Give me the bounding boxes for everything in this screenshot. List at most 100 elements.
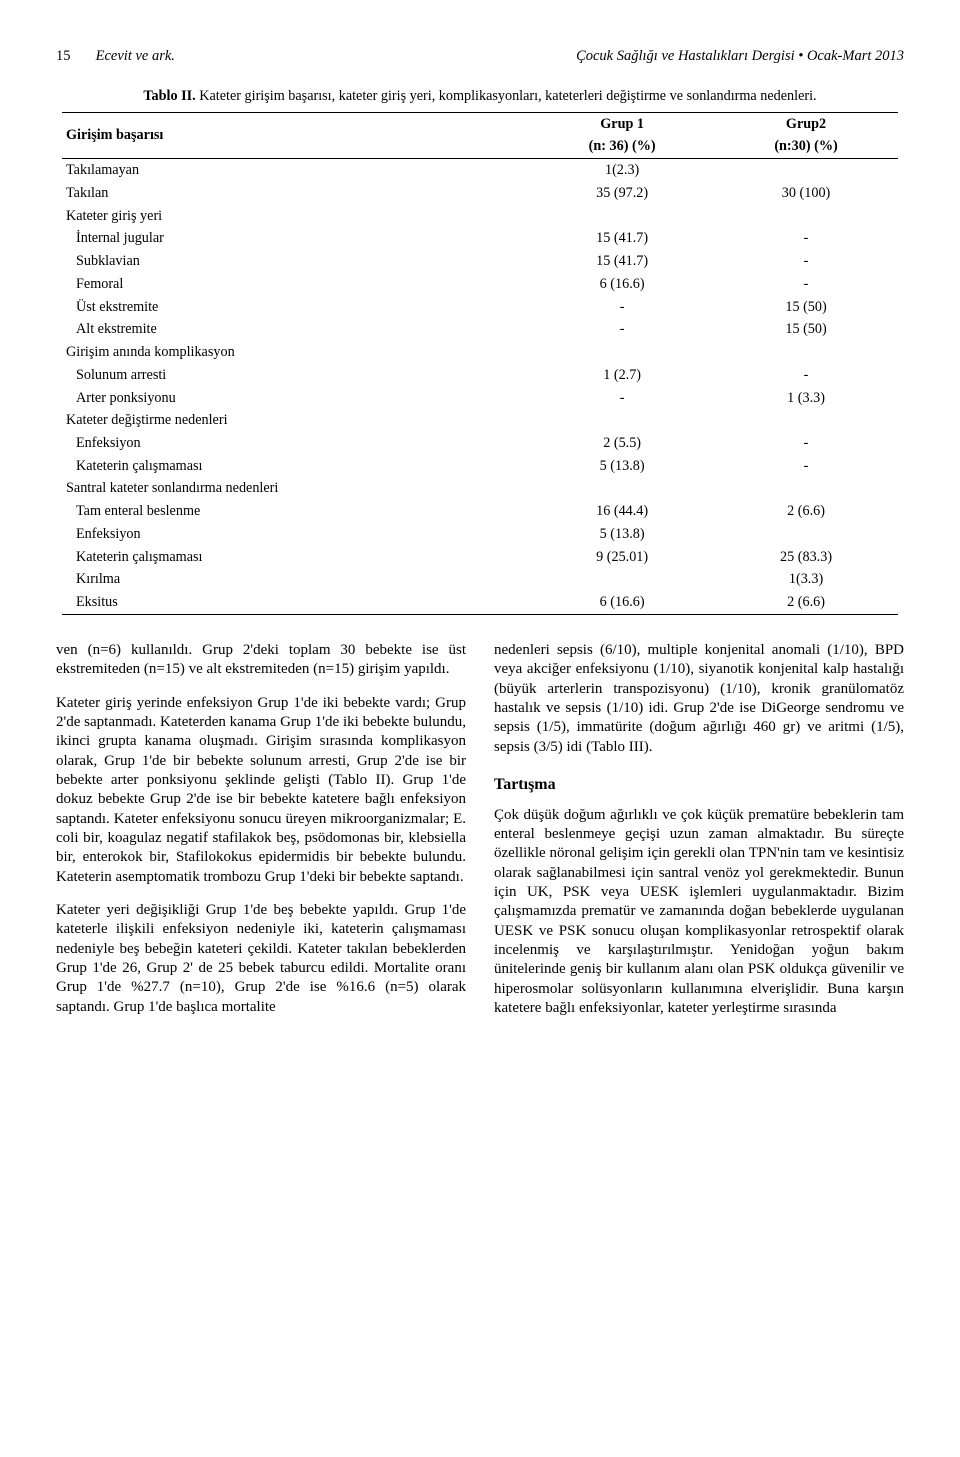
table-ii-g1-subhead: (n: 36) (%) — [530, 135, 714, 158]
table-ii-head: Girişim başarısı Grup 1 Grup2 (n: 36) (%… — [62, 112, 898, 158]
table-ii-g1-head: Grup 1 — [530, 112, 714, 135]
table-cell-g2: 2 (6.6) — [714, 591, 898, 614]
table-row: Takılamayan1(2.3) — [62, 159, 898, 182]
table-cell-g2 — [714, 477, 898, 500]
table-row: Takılan35 (97.2)30 (100) — [62, 182, 898, 205]
running-head-authors: Ecevit ve ark. — [96, 48, 175, 64]
table-cell-label: Kateterin çalışmaması — [62, 546, 530, 569]
table-row: Eksitus6 (16.6)2 (6.6) — [62, 591, 898, 614]
table-cell-g1: 1 (2.7) — [530, 364, 714, 387]
table-row: Solunum arresti1 (2.7)- — [62, 364, 898, 387]
table-cell-g2: 25 (83.3) — [714, 546, 898, 569]
table-cell-g2: 15 (50) — [714, 296, 898, 319]
table-cell-g2 — [714, 205, 898, 228]
table-cell-g2: 30 (100) — [714, 182, 898, 205]
table-cell-g2: - — [714, 227, 898, 250]
table-cell-g1: 15 (41.7) — [530, 227, 714, 250]
body-p3: Kateter yeri değişikliği Grup 1'de beş b… — [56, 901, 466, 1017]
table-cell-g2 — [714, 159, 898, 182]
table-cell-label: İnternal jugular — [62, 227, 530, 250]
table-row: Santral kateter sonlandırma nedenleri — [62, 477, 898, 500]
table-ii-rowlabel-header: Girişim başarısı — [62, 112, 530, 158]
table-cell-label: Subklavian — [62, 250, 530, 273]
table-row: Tam enteral beslenme16 (44.4)2 (6.6) — [62, 500, 898, 523]
body-p5: Çok düşük doğum ağırlıklı ve çok küçük p… — [494, 806, 904, 1019]
table-cell-label: Kateterin çalışmaması — [62, 455, 530, 478]
table-cell-label: Alt ekstremite — [62, 318, 530, 341]
table-cell-label: Kırılma — [62, 568, 530, 591]
body-columns: ven (n=6) kullanıldı. Grup 2'deki toplam… — [56, 641, 904, 1032]
table-cell-g1: 5 (13.8) — [530, 455, 714, 478]
table-cell-g1: 6 (16.6) — [530, 591, 714, 614]
table-cell-label: Takılan — [62, 182, 530, 205]
table-cell-label: Enfeksiyon — [62, 523, 530, 546]
table-ii-g2-subhead: (n:30) (%) — [714, 135, 898, 158]
table-cell-label: Kateter değiştirme nedenleri — [62, 409, 530, 432]
table-cell-g2 — [714, 409, 898, 432]
table-row: Kateter değiştirme nedenleri — [62, 409, 898, 432]
table-cell-g2: - — [714, 250, 898, 273]
table-row: Kateterin çalışmaması5 (13.8)- — [62, 455, 898, 478]
table-cell-label: Üst ekstremite — [62, 296, 530, 319]
table-cell-g1 — [530, 341, 714, 364]
table-row: Kateterin çalışmaması9 (25.01)25 (83.3) — [62, 546, 898, 569]
table-cell-g1: - — [530, 296, 714, 319]
body-p1: ven (n=6) kullanıldı. Grup 2'deki toplam… — [56, 641, 466, 680]
running-head-journal: Çocuk Sağlığı ve Hastalıkları Dergisi • … — [576, 48, 904, 65]
table-cell-g1: 16 (44.4) — [530, 500, 714, 523]
table-cell-g1: 9 (25.01) — [530, 546, 714, 569]
table-row: Alt ekstremite-15 (50) — [62, 318, 898, 341]
table-cell-label: Enfeksiyon — [62, 432, 530, 455]
table-cell-g1: 2 (5.5) — [530, 432, 714, 455]
table-cell-g2: 1 (3.3) — [714, 387, 898, 410]
table-cell-label: Arter ponksiyonu — [62, 387, 530, 410]
table-cell-label: Eksitus — [62, 591, 530, 614]
table-row: Subklavian15 (41.7)- — [62, 250, 898, 273]
table-cell-g1 — [530, 568, 714, 591]
body-p2: Kateter giriş yerinde enfeksiyon Grup 1'… — [56, 694, 466, 887]
table-cell-g1: - — [530, 387, 714, 410]
table-cell-label: Takılamayan — [62, 159, 530, 182]
running-head-left: 15 Ecevit ve ark. — [56, 48, 175, 65]
table-cell-label: Tam enteral beslenme — [62, 500, 530, 523]
table-row: Arter ponksiyonu-1 (3.3) — [62, 387, 898, 410]
table-cell-g2: - — [714, 273, 898, 296]
table-ii: Tablo II. Kateter girişim başarısı, kate… — [62, 87, 898, 615]
page-number: 15 — [56, 48, 92, 65]
table-cell-label: Kateter giriş yeri — [62, 205, 530, 228]
table-cell-label: Girişim anında komplikasyon — [62, 341, 530, 364]
table-ii-caption: Tablo II. Kateter girişim başarısı, kate… — [62, 87, 898, 106]
table-cell-g1: 15 (41.7) — [530, 250, 714, 273]
table-row: Femoral6 (16.6)- — [62, 273, 898, 296]
table-row: Enfeksiyon2 (5.5)- — [62, 432, 898, 455]
table-row: Girişim anında komplikasyon — [62, 341, 898, 364]
table-cell-g2: 15 (50) — [714, 318, 898, 341]
table-cell-g2: - — [714, 364, 898, 387]
table-ii-body: Takılamayan1(2.3)Takılan35 (97.2)30 (100… — [62, 159, 898, 615]
page: 15 Ecevit ve ark. Çocuk Sağlığı ve Hasta… — [0, 0, 960, 1074]
table-row: Kateter giriş yeri — [62, 205, 898, 228]
table-row: İnternal jugular15 (41.7)- — [62, 227, 898, 250]
table-cell-g1: 5 (13.8) — [530, 523, 714, 546]
section-heading-discussion: Tartışma — [494, 775, 904, 796]
body-p4: nedenleri sepsis (6/10), multiple konjen… — [494, 641, 904, 757]
table-cell-g1: 6 (16.6) — [530, 273, 714, 296]
table-ii-caption-text: Kateter girişim başarısı, kateter giriş … — [199, 88, 816, 104]
table-cell-g2: 2 (6.6) — [714, 500, 898, 523]
table-cell-g1 — [530, 205, 714, 228]
table-cell-label: Solunum arresti — [62, 364, 530, 387]
table-ii-head-row1: Girişim başarısı Grup 1 Grup2 — [62, 112, 898, 135]
table-cell-g1 — [530, 477, 714, 500]
table-ii-g2-head: Grup2 — [714, 112, 898, 135]
table-cell-g1: 35 (97.2) — [530, 182, 714, 205]
table-cell-label: Femoral — [62, 273, 530, 296]
running-head: 15 Ecevit ve ark. Çocuk Sağlığı ve Hasta… — [56, 48, 904, 65]
table-cell-g1 — [530, 409, 714, 432]
table-row: Kırılma1(3.3) — [62, 568, 898, 591]
table-row: Üst ekstremite-15 (50) — [62, 296, 898, 319]
table-cell-g2: - — [714, 455, 898, 478]
table-cell-g1: 1(2.3) — [530, 159, 714, 182]
table-row: Enfeksiyon5 (13.8) — [62, 523, 898, 546]
table-cell-g2: - — [714, 432, 898, 455]
table-ii-table: Girişim başarısı Grup 1 Grup2 (n: 36) (%… — [62, 112, 898, 615]
